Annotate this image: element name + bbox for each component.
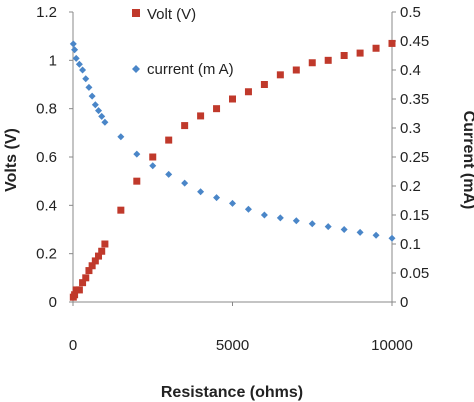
- x-axis-title: Resistance (ohms): [161, 384, 303, 401]
- x-tick-label: 10000: [371, 337, 413, 354]
- volt-point: [117, 206, 125, 214]
- right-tick-label: 0.15: [400, 207, 429, 224]
- current-point: [340, 226, 348, 233]
- current-point: [117, 133, 125, 141]
- volt-point: [308, 59, 316, 67]
- current-point: [324, 223, 332, 231]
- current-point: [181, 179, 189, 187]
- volt-point: [324, 56, 332, 64]
- current-point: [308, 220, 316, 228]
- current-point: [95, 107, 103, 115]
- right-tick-label: 0.3: [400, 120, 421, 137]
- current-point: [229, 199, 236, 207]
- volt-point: [149, 153, 157, 161]
- right-tick-label: 0.1: [400, 236, 421, 253]
- current-point: [213, 194, 221, 202]
- series-current: [69, 40, 396, 242]
- right-tick-label: 0.35: [400, 91, 429, 108]
- volt-point: [340, 52, 348, 59]
- volt-point: [88, 262, 96, 270]
- right-tick-label: 0.2: [400, 178, 421, 195]
- right-axis-ticks: 0 0.05 0.1 0.15 0.2 0.25 0.3 0.35 0.4 0.45 0.5: [392, 4, 429, 311]
- left-tick-label: 0.8: [36, 101, 57, 118]
- volt-point: [82, 274, 90, 282]
- current-point: [82, 75, 90, 83]
- volt-point: [165, 136, 173, 144]
- current-point: [165, 170, 173, 178]
- volt-point: [276, 71, 284, 79]
- right-tick-label: 0.4: [400, 62, 421, 79]
- current-point: [356, 228, 364, 236]
- current-point: [72, 54, 80, 62]
- current-point: [372, 231, 380, 239]
- legend-marker-current: [132, 65, 140, 73]
- current-point: [71, 46, 79, 54]
- right-tick-label: 0.45: [400, 33, 429, 50]
- volt-point: [79, 279, 87, 287]
- current-point: [98, 112, 106, 120]
- volt-point: [85, 267, 93, 275]
- current-point: [292, 217, 300, 225]
- volt-point: [356, 49, 364, 57]
- left-axis-ticks: 0 0.2 0.4 0.6 0.8 1 1.2: [36, 4, 73, 311]
- x-axis-ticks: 0 5000 10000: [69, 302, 413, 354]
- volt-point: [133, 177, 141, 185]
- volt-point: [101, 240, 109, 248]
- legend-marker-volt: [132, 9, 140, 17]
- right-tick-label: 0.25: [400, 149, 429, 166]
- right-axis-title: Current (mA): [460, 111, 474, 210]
- current-point: [79, 66, 87, 74]
- current-point: [85, 83, 93, 91]
- current-point: [197, 188, 205, 196]
- current-point: [276, 214, 284, 222]
- right-tick-label: 0.5: [400, 4, 421, 21]
- volt-point: [95, 252, 103, 260]
- volt-point: [244, 88, 252, 96]
- volt-point: [98, 247, 106, 255]
- current-point: [260, 211, 268, 219]
- volt-point: [75, 286, 83, 294]
- current-point: [69, 40, 77, 48]
- left-tick-label: 0: [49, 294, 57, 311]
- volt-point: [229, 95, 236, 103]
- current-point: [75, 60, 83, 68]
- data-marks: [69, 39, 396, 301]
- x-tick-label: 5000: [216, 337, 249, 354]
- legend: Volt (V) current (m A): [132, 6, 234, 78]
- volt-point: [260, 81, 268, 88]
- current-point: [388, 234, 396, 242]
- left-axis-title: Volts (V): [3, 128, 20, 192]
- x-tick-label: 0: [69, 337, 77, 354]
- current-point: [101, 118, 109, 126]
- volt-point: [181, 122, 189, 130]
- volt-point: [91, 257, 99, 265]
- right-tick-label: 0: [400, 294, 408, 311]
- left-tick-label: 1.2: [36, 4, 57, 21]
- volt-point: [372, 44, 380, 52]
- current-point: [91, 101, 99, 109]
- volt-point: [213, 105, 221, 113]
- legend-label-volt: Volt (V): [147, 6, 196, 23]
- legend-label-current: current (m A): [147, 61, 234, 78]
- volt-point: [71, 291, 79, 299]
- volt-point: [292, 66, 300, 74]
- left-tick-label: 0.4: [36, 197, 57, 214]
- volt-point: [197, 112, 205, 120]
- right-tick-label: 0.05: [400, 265, 429, 282]
- current-point: [244, 205, 252, 213]
- left-tick-label: 0.2: [36, 246, 57, 263]
- left-tick-label: 1: [49, 52, 57, 69]
- left-tick-label: 0.6: [36, 149, 57, 166]
- volt-point: [388, 39, 396, 47]
- current-point: [149, 162, 157, 170]
- current-point: [133, 150, 141, 158]
- series-volt: [69, 39, 396, 301]
- current-point: [88, 92, 96, 100]
